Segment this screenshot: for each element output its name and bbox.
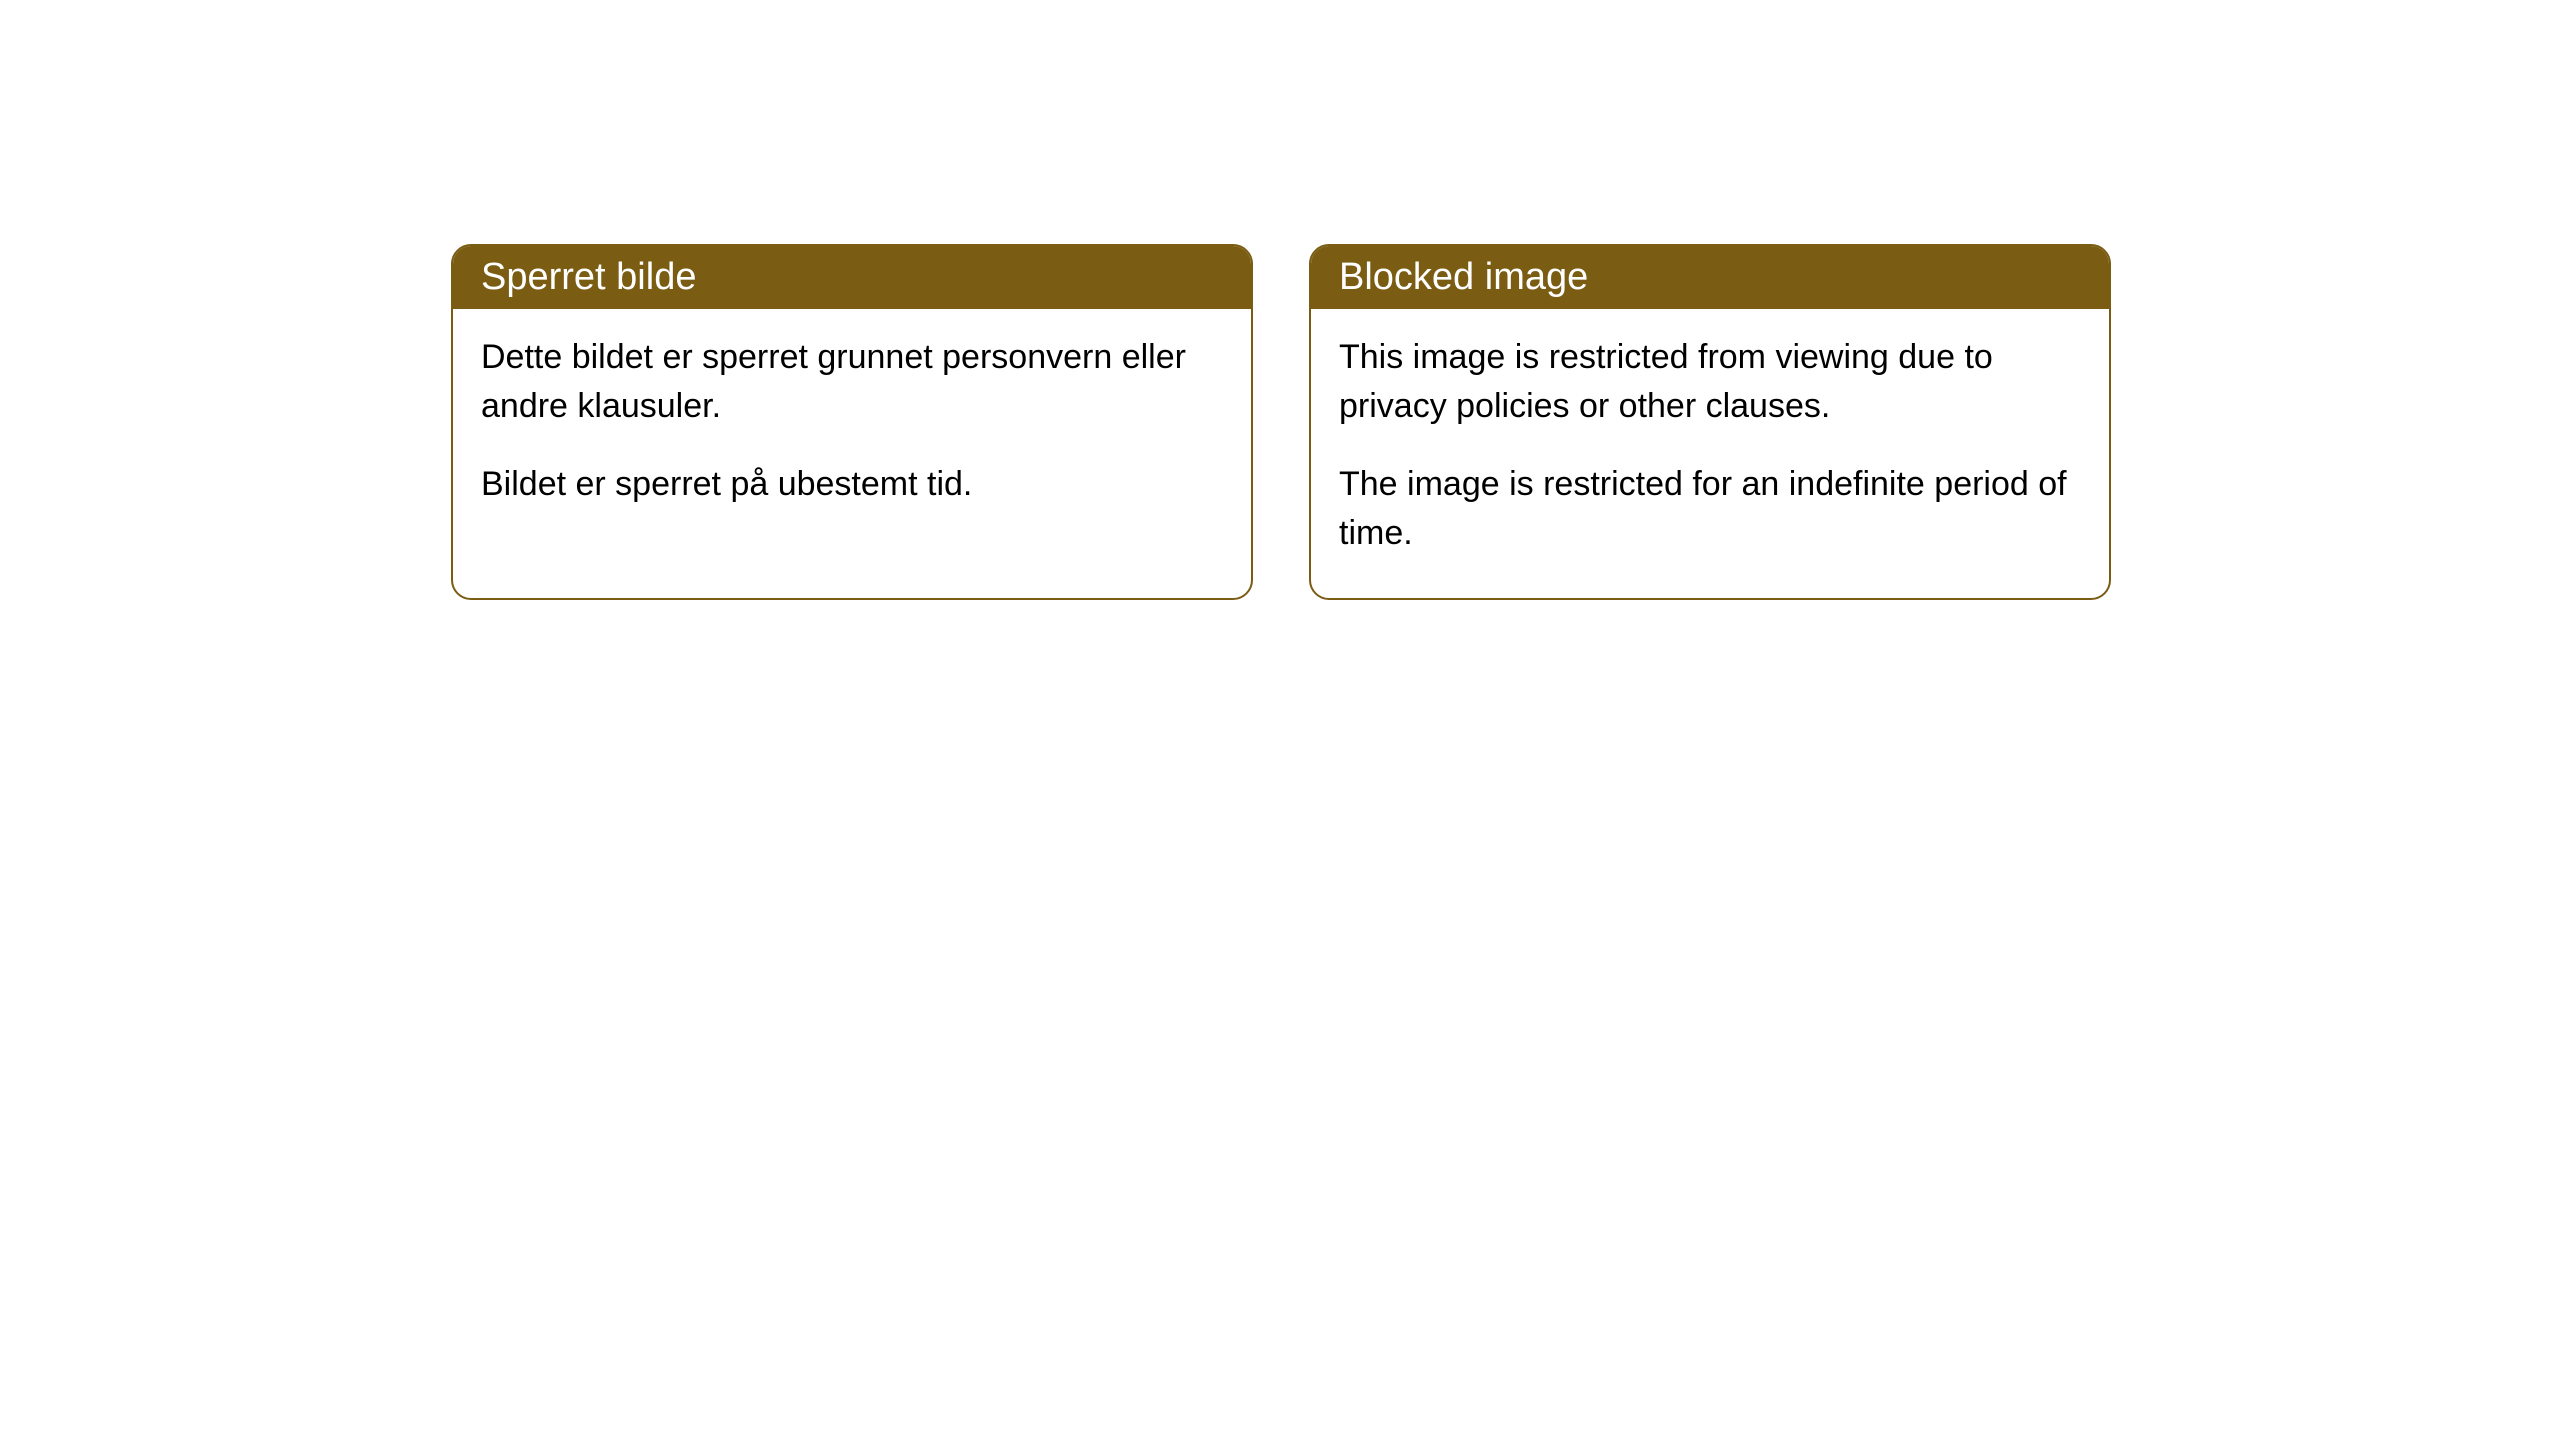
card-title: Blocked image	[1339, 256, 1588, 298]
card-paragraph: Dette bildet er sperret grunnet personve…	[481, 333, 1223, 432]
blocked-image-card-norwegian: Sperret bilde Dette bildet er sperret gr…	[451, 244, 1253, 600]
card-paragraph: Bildet er sperret på ubestemt tid.	[481, 460, 1223, 509]
card-header: Sperret bilde	[453, 246, 1251, 309]
card-title: Sperret bilde	[481, 256, 696, 298]
blocked-image-card-english: Blocked image This image is restricted f…	[1309, 244, 2111, 600]
card-paragraph: This image is restricted from viewing du…	[1339, 333, 2081, 432]
card-body: Dette bildet er sperret grunnet personve…	[453, 309, 1251, 549]
card-header: Blocked image	[1311, 246, 2109, 309]
card-paragraph: The image is restricted for an indefinit…	[1339, 460, 2081, 559]
notice-cards-container: Sperret bilde Dette bildet er sperret gr…	[451, 244, 2111, 600]
card-body: This image is restricted from viewing du…	[1311, 309, 2109, 598]
